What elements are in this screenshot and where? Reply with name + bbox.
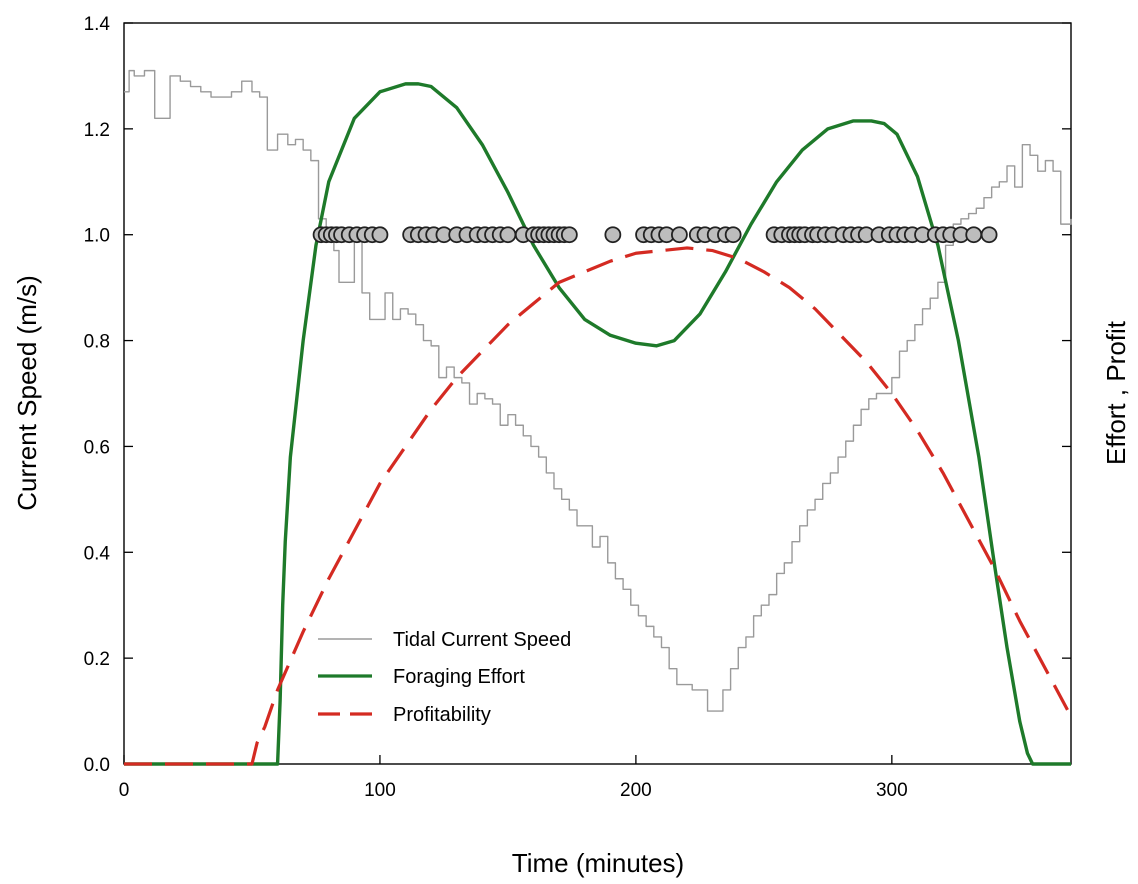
data-marker-point bbox=[499, 226, 517, 244]
legend-label: Profitability bbox=[393, 704, 491, 726]
data-marker-point bbox=[965, 226, 983, 244]
y-axis-right bbox=[1062, 22, 1071, 765]
series-line-foraging-effort bbox=[124, 82, 1071, 766]
y-tick-label: 0.8 bbox=[84, 332, 110, 353]
x-tick-label: 0 bbox=[119, 780, 130, 801]
legend: Tidal Current Speed Foraging Effort Profit… bbox=[318, 629, 571, 726]
y-tick-label: 1.4 bbox=[84, 14, 111, 35]
x-tick-label: 300 bbox=[876, 780, 908, 801]
data-marker-point bbox=[560, 226, 578, 244]
legend-label: Foraging Effort bbox=[393, 666, 525, 688]
plot-area bbox=[123, 22, 1072, 765]
y-axis-left: 0.0 0.2 0.4 0.6 0.8 1.0 1.2 1.4 bbox=[84, 14, 133, 776]
plot-frame bbox=[123, 22, 1072, 765]
y-tick-label: 0.6 bbox=[84, 437, 110, 458]
x-tick-label: 200 bbox=[620, 780, 652, 801]
x-tick-label: 100 bbox=[364, 780, 396, 801]
y-tick-label: 1.2 bbox=[84, 120, 110, 141]
data-marker-point bbox=[671, 226, 688, 244]
marker-layer bbox=[312, 226, 998, 244]
data-marker-point bbox=[371, 226, 389, 244]
series-layer bbox=[124, 69, 1073, 766]
data-marker-point bbox=[724, 226, 742, 244]
y-tick-label: 0.2 bbox=[84, 649, 110, 670]
data-marker-point bbox=[980, 226, 998, 244]
x-axis-title: Time (minutes) bbox=[512, 848, 684, 878]
legend-label: Tidal Current Speed bbox=[393, 629, 571, 651]
series-line-tidal-current-speed bbox=[124, 69, 1072, 712]
y-axis-title-left: Current Speed (m/s) bbox=[12, 275, 42, 511]
x-axis: 0 100 200 300 bbox=[119, 755, 908, 801]
y-tick-label: 0.4 bbox=[84, 543, 111, 564]
y-tick-label: 0.0 bbox=[84, 755, 110, 776]
y-axis-title-right: Effort , Profit bbox=[1101, 320, 1131, 465]
y-tick-label: 1.0 bbox=[84, 226, 110, 247]
data-marker-point bbox=[604, 226, 622, 244]
series-line-profitability bbox=[124, 246, 1073, 766]
